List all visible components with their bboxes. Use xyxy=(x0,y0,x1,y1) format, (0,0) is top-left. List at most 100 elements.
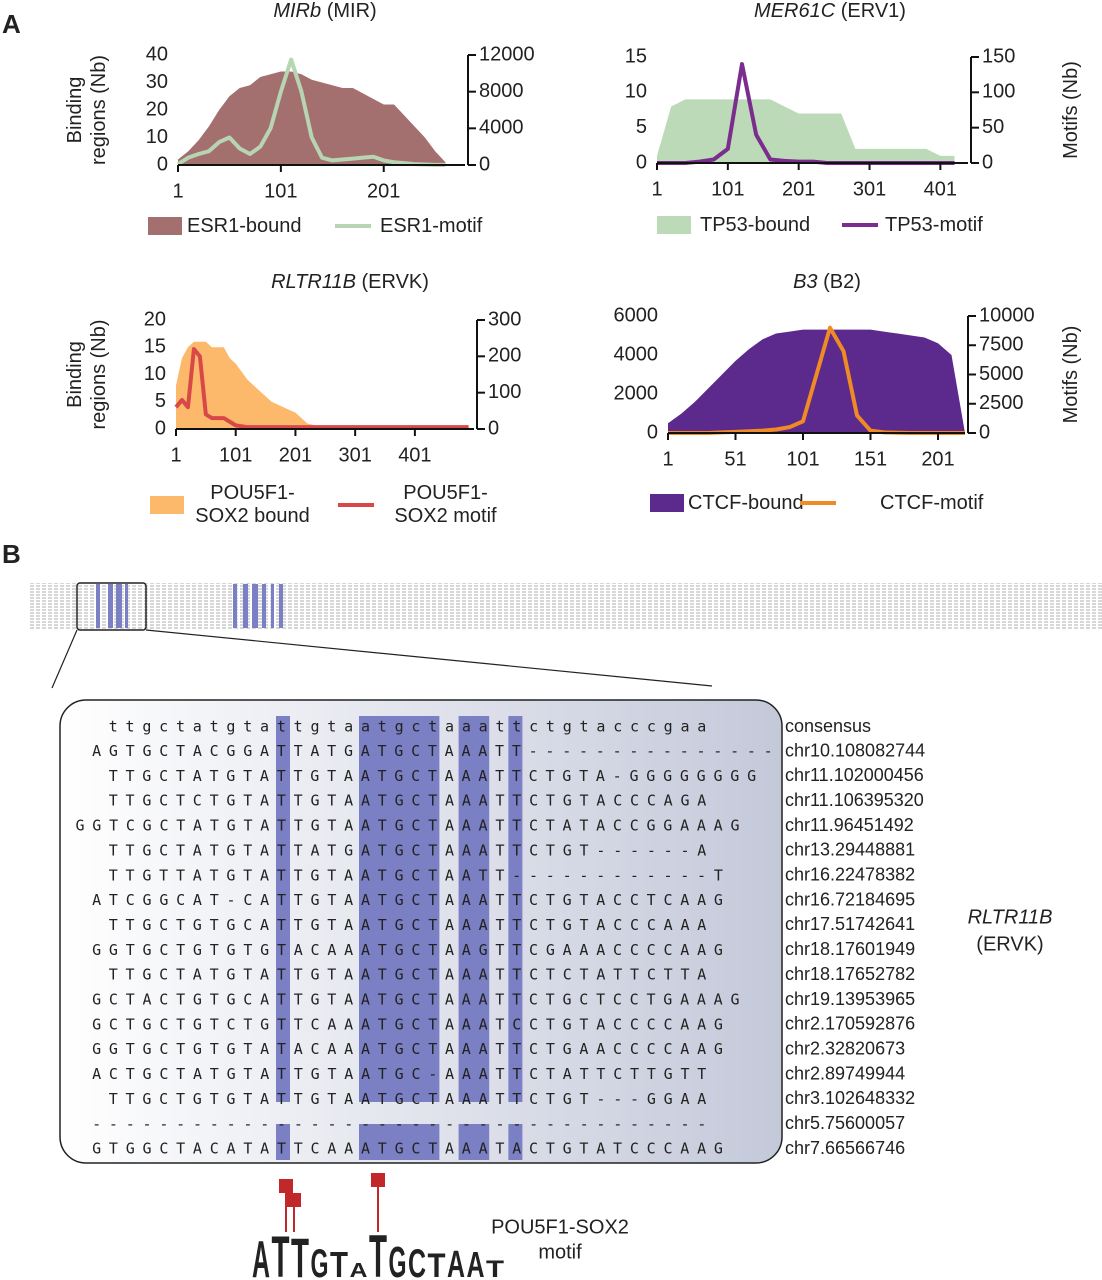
logo-letter: A xyxy=(447,1244,465,1280)
legend-label: ESR1-bound xyxy=(187,215,302,237)
logo-letter: A xyxy=(467,1244,485,1280)
sequence-name: chr10.108082744 xyxy=(785,740,925,760)
legend-label: CTCF-bound xyxy=(688,492,804,514)
legend-label: POU5F1-SOX2 bound xyxy=(195,482,310,527)
text-span: RLTR11B xyxy=(271,271,356,293)
y2-tick-label: 0 xyxy=(979,421,990,443)
y-tick-label: 2000 xyxy=(614,382,659,404)
sequence-name: chr13.29448881 xyxy=(785,840,915,860)
x-tick-label: 101 xyxy=(264,180,297,202)
y-tick-label: 0 xyxy=(647,421,658,443)
x-tick-label: 201 xyxy=(367,180,400,202)
logo-letter: T xyxy=(486,1256,504,1280)
y-tick-label: 10 xyxy=(146,126,168,148)
logo-letter: G xyxy=(311,1242,329,1280)
legend-label-text: CTCF-motif xyxy=(880,491,984,514)
text-span: regions (Nb) xyxy=(88,55,110,165)
logo-letter: T xyxy=(272,1225,290,1280)
highlight-column xyxy=(508,1124,523,1160)
legend-swatch xyxy=(650,494,684,512)
logo-label: motif xyxy=(538,1241,582,1263)
highlight-column xyxy=(359,1124,440,1160)
x-tick-label: 101 xyxy=(219,444,252,466)
sequence-name: chr16.72184695 xyxy=(785,889,915,909)
legend-label: ESR1-motif xyxy=(380,214,483,237)
sequence-name: chr18.17652782 xyxy=(785,964,915,984)
highlight-column xyxy=(276,716,290,1102)
text-span: (ERV1) xyxy=(841,0,906,22)
y2-tick-label: 100 xyxy=(982,81,1015,103)
x-tick-label: 101 xyxy=(786,448,819,470)
y2-tick-label: 10000 xyxy=(979,304,1035,326)
text-span: MIRb xyxy=(273,0,321,22)
highlight-column xyxy=(458,1124,490,1160)
legend-label: POU5F1-SOX2 motif xyxy=(394,482,497,527)
x-tick-label: 201 xyxy=(921,448,954,470)
y2-tick-label: 50 xyxy=(982,116,1004,138)
logo-letter: C xyxy=(408,1242,426,1280)
legend-label-text: TP53-motif xyxy=(885,213,983,236)
y2-tick-label: 150 xyxy=(982,45,1015,67)
legend-label-text: ESR1-motif xyxy=(380,214,483,237)
aligned-sequence: ------------------------------------- xyxy=(92,1115,706,1133)
y-axis-label: Binding regions (Nb) xyxy=(64,319,110,429)
sequence-name: chr7.66566746 xyxy=(785,1138,905,1158)
legend-label-text: POU5F1-SOX2 bound xyxy=(195,482,310,527)
legend-swatch xyxy=(657,216,691,234)
y2-tick-label: 5000 xyxy=(979,363,1024,385)
x-tick-label: 1 xyxy=(662,448,673,470)
overview-highlights xyxy=(96,584,283,628)
y2-tick-label: 100 xyxy=(488,381,521,403)
line xyxy=(176,57,446,167)
y-tick-label: 0 xyxy=(636,151,647,173)
y2-tick-label: 200 xyxy=(488,345,521,367)
x-tick-label: 1 xyxy=(172,180,183,202)
legend-label: CTCF-motif xyxy=(880,491,984,514)
area xyxy=(178,71,446,165)
y-tick-label: 6000 xyxy=(614,304,659,326)
x-tick-label: 401 xyxy=(924,178,957,200)
chart-title: MIRb (MIR) xyxy=(273,0,376,22)
sequence-name: chr3.102648332 xyxy=(785,1088,915,1108)
text-span: (ERVK) xyxy=(361,271,428,293)
text-span: B3 xyxy=(793,271,817,293)
sequence-name: chr17.51742641 xyxy=(785,914,915,934)
y-tick-label: 20 xyxy=(144,308,166,330)
x-tick-label: 401 xyxy=(398,444,431,466)
y2-tick-label: 4000 xyxy=(479,117,524,139)
y2-tick-label: 0 xyxy=(488,417,499,439)
text-span: MER61C xyxy=(754,0,836,22)
y-tick-label: 0 xyxy=(155,417,166,439)
y2-axis-label: Motifs (Nb) xyxy=(1060,61,1082,159)
legend-label: TP53-motif xyxy=(885,213,983,236)
y-tick-label: 5 xyxy=(636,116,647,138)
x-tick-label: 1 xyxy=(170,444,181,466)
logo-letter: T xyxy=(428,1247,446,1280)
overview-strip xyxy=(28,583,1102,630)
sequence-name: chr18.17601949 xyxy=(785,939,915,959)
zoom-line xyxy=(51,629,78,689)
x-tick-label: 101 xyxy=(711,178,744,200)
y-tick-label: 20 xyxy=(146,98,168,120)
x-tick-label: 1 xyxy=(651,178,662,200)
area xyxy=(176,341,469,429)
consensus-label: consensus xyxy=(785,716,871,736)
y-tick-label: 10 xyxy=(625,81,647,103)
logo-letter: T xyxy=(291,1226,309,1280)
y-axis-label: Binding regions (Nb) xyxy=(64,55,110,165)
x-tick-label: 151 xyxy=(854,448,887,470)
logo-letter: T xyxy=(330,1244,348,1280)
legend-label: TP53-bound xyxy=(700,214,810,236)
logo-letter: A xyxy=(350,1260,368,1280)
legend-label-text: POU5F1-SOX2 motif xyxy=(394,482,497,527)
panel-label: B xyxy=(2,539,21,569)
legend-swatch xyxy=(150,496,184,514)
y-tick-label: 30 xyxy=(146,71,168,93)
text-span: Motifs (Nb) xyxy=(1060,326,1082,424)
chart-title: B3 (B2) xyxy=(793,271,861,293)
y2-tick-label: 12000 xyxy=(479,43,535,65)
x-tick-label: 51 xyxy=(724,448,746,470)
y-tick-label: 40 xyxy=(146,43,168,65)
highlight-column xyxy=(508,716,523,1102)
